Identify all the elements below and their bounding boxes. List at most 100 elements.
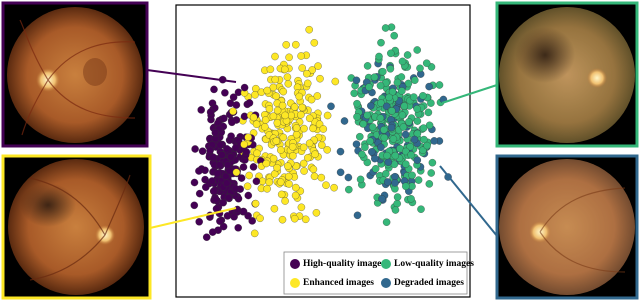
point <box>376 114 385 122</box>
point <box>191 145 199 153</box>
point <box>388 88 397 96</box>
point <box>323 111 332 120</box>
point <box>413 117 422 125</box>
point <box>265 178 274 186</box>
point <box>398 87 406 95</box>
point <box>387 123 396 132</box>
point <box>314 62 322 70</box>
point <box>425 82 433 91</box>
point <box>277 146 285 154</box>
point <box>215 161 224 169</box>
point <box>410 135 419 144</box>
point <box>300 124 308 133</box>
legend-swatch <box>290 259 300 269</box>
point <box>319 125 328 133</box>
point <box>276 178 285 186</box>
point <box>371 165 380 173</box>
point <box>251 199 260 208</box>
point <box>210 187 218 195</box>
point <box>383 151 391 160</box>
point <box>263 185 271 193</box>
point <box>216 141 224 149</box>
point <box>379 67 387 76</box>
point <box>382 170 390 178</box>
point <box>361 143 369 152</box>
point <box>416 64 424 73</box>
point <box>197 106 205 114</box>
fundus-image-enhanced <box>1 154 152 300</box>
point <box>273 106 282 115</box>
point <box>292 124 301 132</box>
point <box>272 92 280 100</box>
legend-label: Degraded images <box>394 278 464 288</box>
point <box>382 102 391 111</box>
point <box>377 99 385 107</box>
point <box>358 150 366 159</box>
point <box>240 83 249 92</box>
point <box>279 87 288 96</box>
point <box>190 178 199 187</box>
point <box>305 114 314 123</box>
point <box>285 180 293 188</box>
point <box>402 182 410 191</box>
point <box>414 176 423 184</box>
point <box>297 203 306 212</box>
point <box>245 171 253 180</box>
point <box>385 93 393 102</box>
point <box>390 31 398 40</box>
point <box>345 185 353 194</box>
point <box>228 118 236 127</box>
point <box>244 133 252 142</box>
point <box>290 103 299 111</box>
point <box>232 101 241 109</box>
point <box>405 118 413 126</box>
point <box>353 113 361 121</box>
point <box>195 189 204 198</box>
point <box>340 117 349 125</box>
point <box>288 143 297 151</box>
point <box>298 103 306 112</box>
point <box>279 133 288 142</box>
point <box>256 214 264 223</box>
point <box>242 148 251 156</box>
point <box>208 228 217 236</box>
connector <box>439 165 498 237</box>
point <box>262 159 271 168</box>
point <box>208 177 216 185</box>
point <box>211 129 220 137</box>
point <box>281 111 289 120</box>
point <box>261 123 269 131</box>
point <box>356 132 364 141</box>
point <box>383 178 392 186</box>
point <box>229 107 237 116</box>
point <box>244 191 253 200</box>
point <box>413 105 421 113</box>
point <box>316 74 324 83</box>
point <box>408 171 416 180</box>
point <box>273 119 282 127</box>
point <box>393 199 401 208</box>
point <box>195 218 203 226</box>
point <box>299 159 308 168</box>
point <box>366 137 374 145</box>
connector <box>441 84 498 104</box>
point <box>309 165 318 174</box>
point <box>400 102 409 110</box>
point <box>202 233 211 241</box>
point <box>281 65 289 74</box>
point <box>232 168 241 177</box>
point <box>231 184 240 193</box>
point <box>223 212 232 220</box>
point <box>284 80 293 88</box>
point <box>239 207 248 216</box>
point <box>363 111 371 120</box>
point <box>352 76 361 85</box>
point <box>378 195 386 203</box>
point <box>377 38 385 47</box>
point <box>427 169 435 177</box>
point <box>386 65 395 73</box>
point <box>273 163 281 172</box>
point <box>222 179 231 188</box>
legend-swatch <box>381 259 391 269</box>
point <box>380 133 389 142</box>
